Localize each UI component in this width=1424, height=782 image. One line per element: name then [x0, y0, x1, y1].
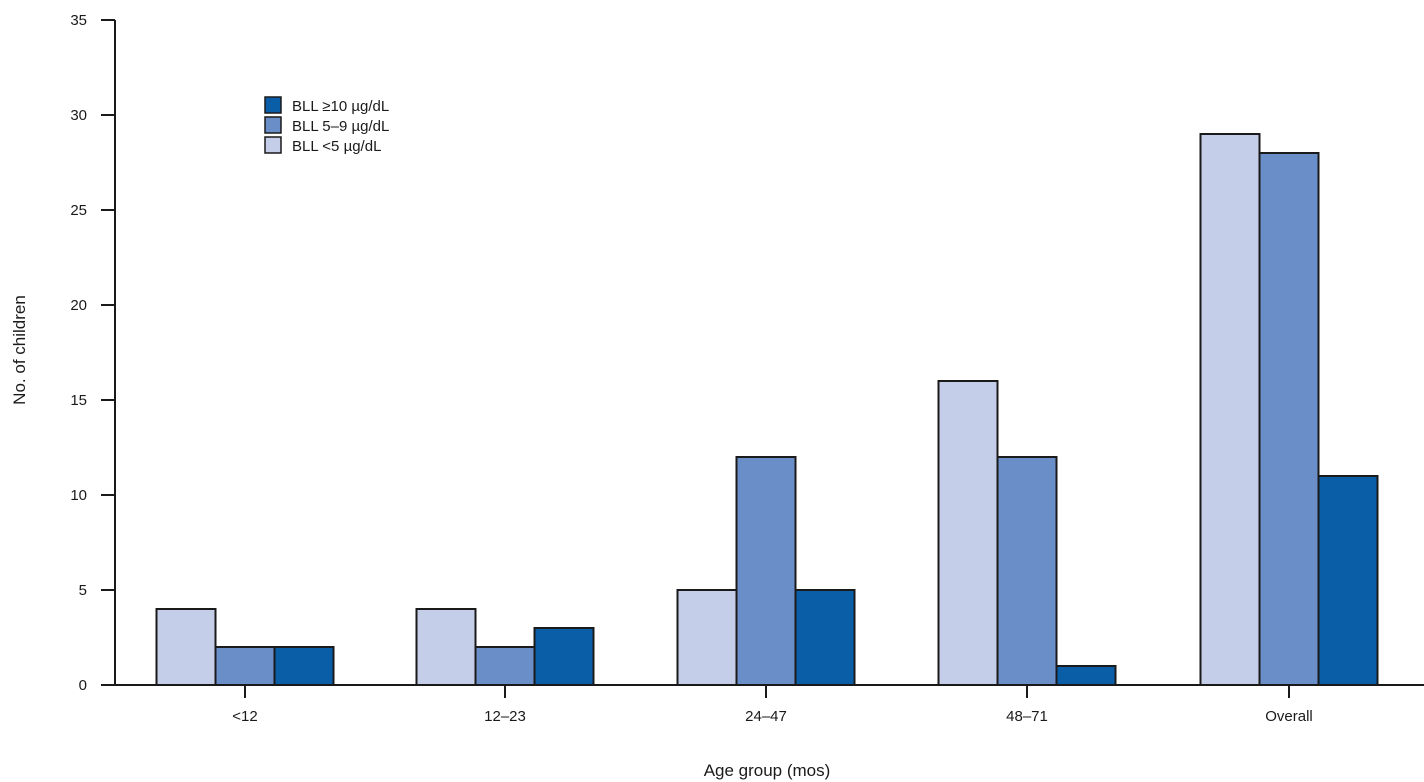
legend-swatch — [264, 116, 282, 134]
bar — [273, 646, 335, 686]
bar — [996, 456, 1058, 686]
y-tick-label: 5 — [79, 582, 87, 599]
bar — [1258, 152, 1320, 686]
x-axis-title: Age group (mos) — [704, 761, 831, 780]
y-tick-label: 0 — [79, 677, 87, 694]
y-axis: 0 5 10 15 20 25 30 35 — [70, 12, 116, 694]
legend-swatch — [264, 136, 282, 154]
x-tick-label: 48–71 — [1006, 708, 1048, 725]
y-tick-label: 10 — [70, 487, 87, 504]
bar — [676, 589, 738, 686]
y-tick-label: 15 — [70, 392, 87, 409]
legend: BLL ≥10 µg/dL BLL 5–9 µg/dL BLL <5 µg/dL — [264, 96, 389, 155]
bars — [155, 133, 1379, 686]
bar — [1055, 665, 1117, 686]
legend-label: BLL ≥10 µg/dL — [292, 98, 389, 115]
bar — [1199, 133, 1261, 686]
bar — [415, 608, 477, 686]
legend-label: BLL <5 µg/dL — [292, 138, 381, 155]
y-tick-label: 35 — [70, 12, 87, 29]
bar — [533, 627, 595, 686]
bar — [937, 380, 999, 686]
bar — [474, 646, 536, 686]
bar — [155, 608, 217, 686]
bar — [214, 646, 276, 686]
y-tick-label: 25 — [70, 202, 87, 219]
x-tick-label: 24–47 — [745, 708, 787, 725]
bar — [735, 456, 797, 686]
y-axis-title: No. of children — [10, 295, 29, 405]
legend-swatch — [264, 96, 282, 114]
bar — [794, 589, 856, 686]
x-tick-label: <12 — [232, 708, 257, 725]
bar — [1317, 475, 1379, 686]
x-axis: <12 12–23 24–47 48–71 Overall — [115, 684, 1424, 725]
x-tick-label: 12–23 — [484, 708, 526, 725]
y-tick-label: 30 — [70, 107, 87, 124]
x-tick-label: Overall — [1265, 708, 1313, 725]
y-tick-label: 20 — [70, 297, 87, 314]
legend-label: BLL 5–9 µg/dL — [292, 118, 389, 135]
